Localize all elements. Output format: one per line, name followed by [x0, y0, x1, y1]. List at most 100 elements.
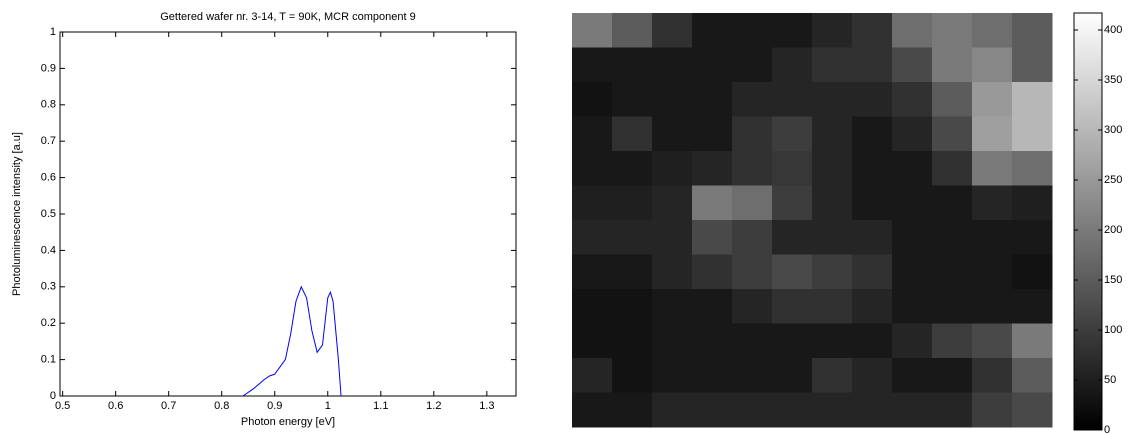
heatmap-cell: [972, 151, 1013, 186]
colorbar-tick-label: 150: [1104, 274, 1122, 286]
heatmap-cell: [652, 358, 693, 393]
x-tick-label: 1: [325, 400, 331, 412]
heatmap-cell: [772, 116, 813, 152]
heatmap-cell: [932, 289, 973, 324]
heatmap-cell: [652, 151, 693, 186]
heatmap-cell: [1012, 13, 1053, 48]
heatmap-cell: [972, 358, 1013, 393]
heatmap-cell: [852, 289, 893, 324]
y-tick-label: 0.2: [41, 317, 56, 329]
heatmap-cell: [732, 151, 773, 186]
heatmap-cell: [852, 185, 893, 221]
colorbar-tick-label: 300: [1104, 124, 1122, 136]
heatmap-cell: [652, 13, 693, 48]
heatmap-cell: [892, 392, 933, 428]
heatmap-cell: [972, 47, 1013, 83]
heatmap-cell: [612, 220, 653, 255]
heatmap-cell: [892, 185, 933, 221]
heatmap-cell: [932, 323, 973, 359]
y-tick-label: 0.3: [41, 281, 56, 293]
heatmap-cell: [692, 254, 733, 290]
heatmap-cell: [652, 289, 693, 324]
heatmap-cell: [1012, 323, 1053, 359]
heatmap-cell: [932, 116, 973, 152]
heatmap-cell: [772, 151, 813, 186]
heatmap-cell: [972, 13, 1013, 48]
heatmap-cell: [732, 116, 773, 152]
colorbar-tick-label: 0: [1104, 424, 1110, 434]
heatmap-cell: [852, 220, 893, 255]
heatmap-cell: [732, 82, 773, 117]
heatmap-cell: [932, 185, 973, 221]
heatmap-cell: [572, 13, 613, 48]
heatmap-cell: [812, 116, 853, 152]
colorbar-tick-label: 250: [1104, 174, 1122, 186]
heatmap-cell: [692, 47, 733, 83]
x-tick-label: 0.8: [214, 400, 229, 412]
x-tick-label: 1.3: [479, 400, 494, 412]
heatmap-cell: [572, 323, 613, 359]
heatmap-cell: [932, 151, 973, 186]
heatmap-cell: [772, 358, 813, 393]
heatmap-cell: [612, 185, 653, 221]
x-axis-label: Photon energy [eV]: [241, 416, 335, 428]
x-tick-label: 1.2: [426, 400, 441, 412]
y-tick-label: 0.9: [41, 62, 56, 74]
heatmap-cell: [892, 289, 933, 324]
heatmap-cell: [1012, 254, 1053, 290]
heatmap-cell: [892, 323, 933, 359]
y-tick-label: 0.6: [41, 172, 56, 184]
heatmap-cell: [1012, 185, 1053, 221]
y-tick-label: 1: [50, 26, 56, 38]
heatmap-cell: [652, 116, 693, 152]
heatmap-cell: [1012, 82, 1053, 117]
heatmap-cell: [612, 289, 653, 324]
heatmap-cell: [652, 185, 693, 221]
heatmap-cell: [772, 47, 813, 83]
heatmap-cell: [652, 254, 693, 290]
x-tick-label: 1.1: [373, 400, 388, 412]
heatmap-cell: [732, 358, 773, 393]
heatmap-cell: [652, 220, 693, 255]
colorbar-tick-label: 100: [1104, 324, 1122, 336]
heatmap-cell: [732, 289, 773, 324]
heatmap-cell: [732, 13, 773, 48]
heatmap-cell: [892, 82, 933, 117]
heatmap-cell: [812, 392, 853, 428]
heatmap-cell: [732, 254, 773, 290]
heatmap-cell: [932, 254, 973, 290]
heatmap-cell: [732, 392, 773, 428]
heatmap-cell: [652, 392, 693, 428]
heatmap-cell: [852, 47, 893, 83]
heatmap-cell: [652, 323, 693, 359]
heatmap-cell: [892, 254, 933, 290]
heatmap-cell: [812, 151, 853, 186]
heatmap-cell: [852, 13, 893, 48]
heatmap-cell: [932, 82, 973, 117]
plot-frame: [59, 31, 517, 397]
heatmap-cell: [572, 116, 613, 152]
heatmap-cell: [932, 13, 973, 48]
heatmap-cell: [812, 358, 853, 393]
heatmap-cell: [612, 358, 653, 393]
heatmap-cell: [612, 47, 653, 83]
colorbar: [1073, 12, 1103, 431]
heatmap-cell: [892, 358, 933, 393]
heatmap-cell: [1012, 220, 1053, 255]
heatmap-cell: [812, 289, 853, 324]
heatmap-cell: [812, 185, 853, 221]
heatmap-cell: [692, 323, 733, 359]
heatmap-cell: [892, 220, 933, 255]
heatmap-cell: [772, 254, 813, 290]
heatmap-cell: [732, 323, 773, 359]
heatmap-cell: [852, 151, 893, 186]
y-axis-label: Photoluminescence intensity [a.u]: [11, 132, 23, 296]
heatmap-cell: [692, 358, 733, 393]
heatmap-cell: [732, 185, 773, 221]
y-tick-label: 0.8: [41, 99, 56, 111]
heatmap-cell: [1012, 392, 1053, 428]
chart-title: Gettered wafer nr. 3-14, T = 90K, MCR co…: [160, 11, 415, 23]
heatmap-cell: [692, 185, 733, 221]
heatmap-cell: [772, 220, 813, 255]
